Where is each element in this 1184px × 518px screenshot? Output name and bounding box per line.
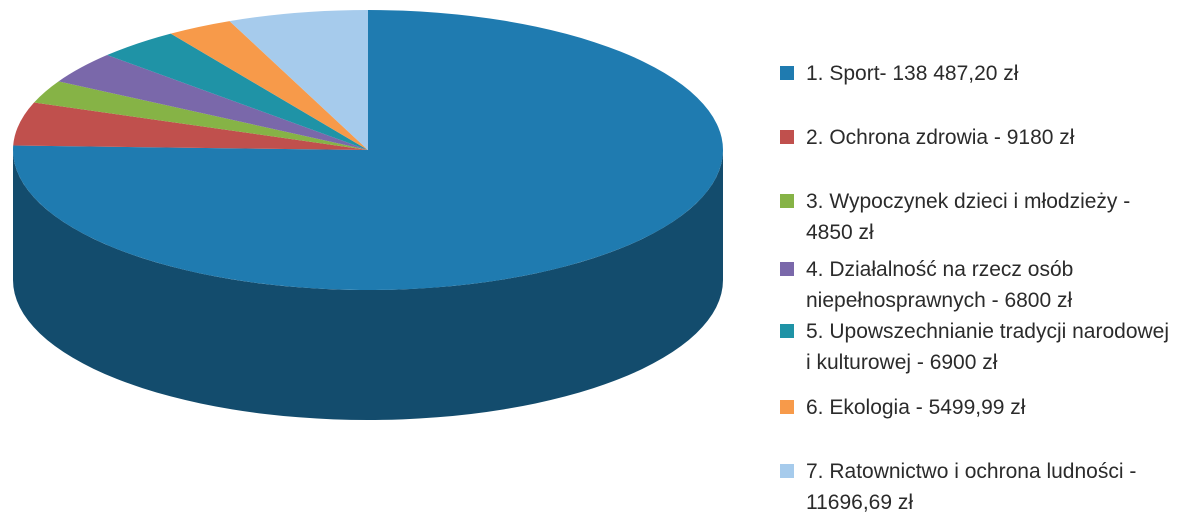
legend-label: 6. Ekologia - 5499,99 zł	[806, 396, 1026, 419]
legend-swatch	[780, 66, 794, 80]
legend-swatch	[780, 400, 794, 414]
legend-label: 1. Sport- 138 487,20 zł	[806, 62, 1019, 85]
pie-slice-3	[34, 81, 369, 150]
legend-swatch	[780, 130, 794, 144]
pie-slice-2	[13, 102, 369, 150]
legend-swatch	[780, 194, 794, 208]
pie-side-1	[13, 150, 723, 420]
legend-label: 5. Upowszechnianie tradycji narodowej i …	[806, 320, 1170, 374]
legend-swatch	[780, 324, 794, 338]
pie-slice-1	[12, 10, 724, 291]
pie-slice-6	[170, 21, 368, 150]
legend-swatch	[780, 262, 794, 276]
pie-slice-4	[58, 55, 369, 150]
legend-label: 7. Ratownictwo i ochrona ludności - 1169…	[806, 460, 1137, 514]
pie-slice-5	[107, 33, 369, 150]
legend-label: 2. Ochrona zdrowia - 9180 zł	[806, 126, 1075, 149]
legend-label: 3. Wypoczynek dzieci i młodzieży - 4850 …	[806, 190, 1131, 244]
legend-swatch	[780, 464, 794, 478]
pie-slice-7	[229, 10, 368, 150]
legend-label: 4. Działalność na rzecz osób niepełnospr…	[806, 258, 1074, 312]
pie-chart	[12, 10, 724, 420]
